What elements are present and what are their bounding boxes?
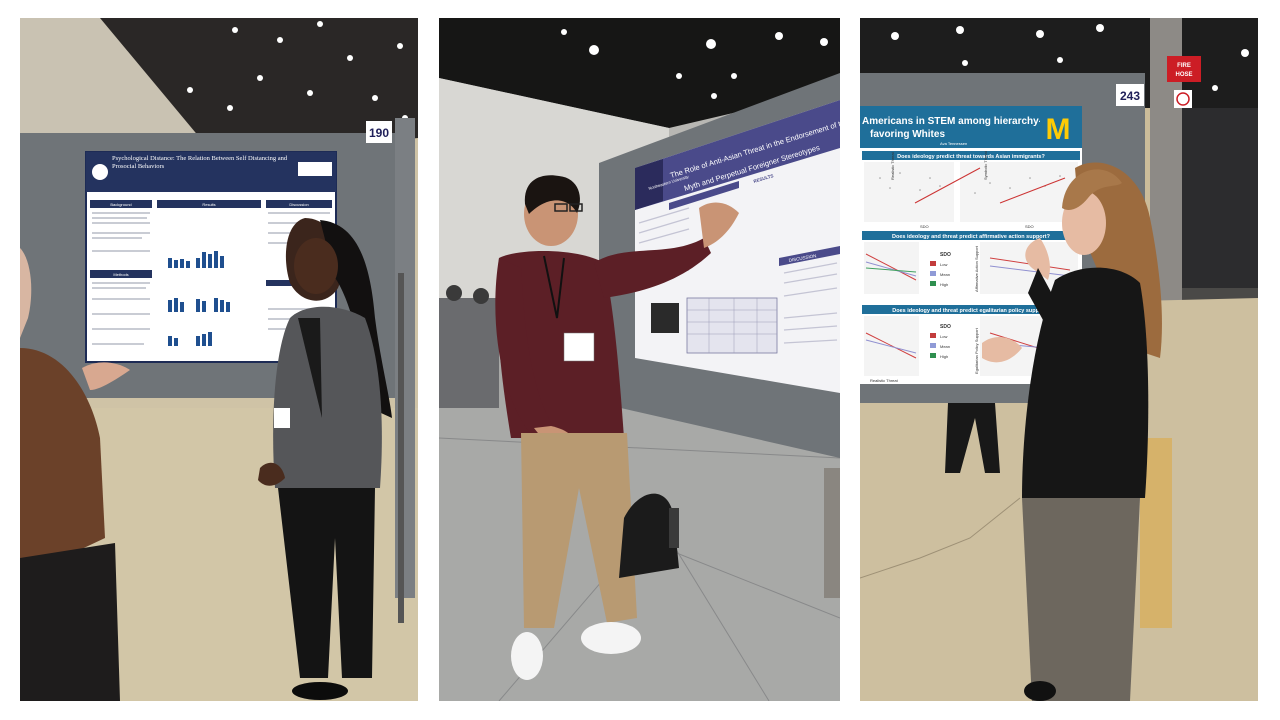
section-discussion: Discussion bbox=[289, 202, 308, 207]
poster-title-line-1: Americans in STEM among hierarchy- bbox=[862, 116, 1042, 127]
fire-hose-sign-bottom: HOSE bbox=[1175, 72, 1192, 78]
poster-author: Ava Tennessen bbox=[940, 141, 967, 146]
photo-1-scene: 190 Psychological Distance: The Relation… bbox=[20, 18, 418, 701]
legend-low-2: Low bbox=[940, 334, 947, 339]
photo-2-scene: Northeastern University The Role of Anti… bbox=[439, 18, 840, 701]
presenter-3 bbox=[982, 162, 1162, 701]
ylabel-realistic-threat: Realistic Threat bbox=[890, 151, 895, 180]
board-number: 243 bbox=[1120, 89, 1140, 103]
xlabel-sdo-2: SDO bbox=[1025, 224, 1034, 229]
xlabel-sdo-1: SDO bbox=[920, 224, 929, 229]
legend-mean-2: Mean bbox=[940, 344, 950, 349]
legend-high-2: High bbox=[940, 354, 948, 359]
legend-low: Low bbox=[940, 262, 947, 267]
ylabel-symbolic-threat: Symbolic Threat bbox=[983, 150, 988, 180]
section-methods: Methods bbox=[113, 272, 128, 277]
research-poster-2: Northeastern University The Role of Anti… bbox=[635, 100, 840, 393]
fire-hose-sign-top: FIRE bbox=[1177, 63, 1191, 69]
board-number: 190 bbox=[369, 126, 389, 140]
board-number-sign-3 bbox=[1116, 84, 1144, 106]
legend-title-2: SDO bbox=[940, 324, 951, 330]
legend-mean: Mean bbox=[940, 272, 950, 277]
legend-high: High bbox=[940, 282, 948, 287]
presenter-1 bbox=[258, 218, 392, 700]
attendee-left bbox=[20, 248, 130, 701]
section-results: RESULTS bbox=[753, 173, 774, 184]
section-results: Results bbox=[202, 202, 215, 207]
ylabel-egalitarian-policy: Egalitarian Policy Support bbox=[974, 327, 979, 374]
photo-poster-session-3: FIRE HOSE 243 Americans in STEM among hi… bbox=[860, 18, 1258, 701]
xlabel-realistic-threat: Realistic Threat bbox=[870, 378, 899, 383]
section-background: Background bbox=[110, 202, 131, 207]
poster-title: Psychological Distance: The Relation Bet… bbox=[112, 155, 288, 170]
poster-question-1: Does ideology predict threat towards Asi… bbox=[897, 154, 1045, 160]
presenter-2 bbox=[495, 175, 739, 680]
legend-title: SDO bbox=[940, 252, 951, 258]
poster-title-line-2: favoring Whites bbox=[870, 129, 945, 140]
university-logo: M bbox=[1046, 113, 1071, 146]
board-number-sign bbox=[366, 121, 392, 143]
ylabel-affirmative-action: Affirmative Action Support bbox=[974, 245, 979, 292]
poster-question-2: Does ideology and threat predict affirma… bbox=[892, 234, 1051, 240]
poster-question-3: Does ideology and threat predict egalita… bbox=[892, 308, 1050, 314]
fire-hose-sign bbox=[1167, 56, 1201, 82]
photo-3-scene: FIRE HOSE 243 Americans in STEM among hi… bbox=[860, 18, 1258, 701]
photo-poster-session-2: Northeastern University The Role of Anti… bbox=[439, 18, 840, 701]
photo-poster-session-1: 190 Psychological Distance: The Relation… bbox=[20, 18, 418, 701]
section-discussion: DISCUSSION bbox=[788, 253, 816, 263]
